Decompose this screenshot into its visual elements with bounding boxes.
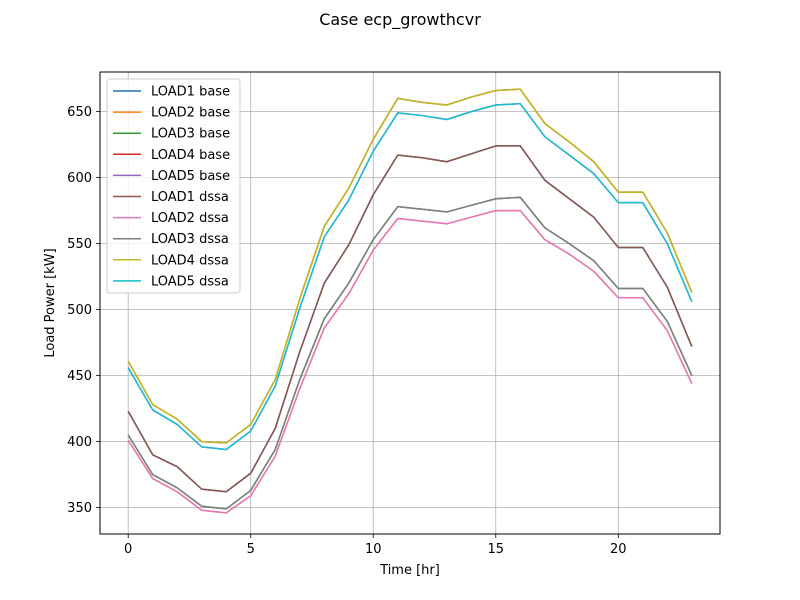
y-tick-label: 550 <box>67 237 92 252</box>
y-tick-label: 350 <box>67 501 92 516</box>
x-tick-label: 15 <box>487 542 504 557</box>
series-line-load3-dssa <box>127 196 693 510</box>
x-axis-label: Time [hr] <box>379 563 440 578</box>
legend-label: LOAD1 base <box>151 85 230 100</box>
x-tick-label: 5 <box>247 542 255 557</box>
legend-label: LOAD2 base <box>151 106 230 121</box>
legend-label: LOAD3 dssa <box>151 232 229 247</box>
y-axis-label: Load Power [kW] <box>43 248 58 357</box>
legend-label: LOAD3 base <box>151 127 230 142</box>
series-line-load1-dssa <box>127 145 693 493</box>
legend-label: LOAD1 dssa <box>151 190 229 205</box>
series-lines <box>127 88 693 514</box>
chart-title: Case ecp_growthcvr <box>319 10 481 30</box>
y-tick-label: 450 <box>67 369 92 384</box>
legend-label: LOAD2 dssa <box>151 211 229 226</box>
x-tick-label: 10 <box>365 542 382 557</box>
x-tick-label: 20 <box>610 542 627 557</box>
legend-label: LOAD4 base <box>151 148 230 163</box>
legend-label: LOAD5 base <box>151 169 230 184</box>
series-line-load2-dssa <box>127 209 693 514</box>
legend: LOAD1 base LOAD2 base LOAD3 base LOAD4 base… <box>106 78 241 294</box>
y-tick-label: 650 <box>67 105 92 120</box>
series-line-load4-dssa <box>127 88 693 444</box>
y-axis-ticks: 350 400 450 500 550 600 650 <box>67 105 100 516</box>
y-tick-label: 400 <box>67 435 92 450</box>
legend-label: LOAD4 dssa <box>151 253 229 268</box>
legend-label: LOAD5 dssa <box>151 274 229 289</box>
y-tick-label: 500 <box>67 303 92 318</box>
y-tick-label: 600 <box>67 171 92 186</box>
series-line-load5-dssa <box>127 102 693 451</box>
x-axis-ticks: 0 5 10 15 20 <box>124 534 627 557</box>
x-tick-label: 0 <box>124 542 132 557</box>
plot-frame <box>99 71 721 535</box>
